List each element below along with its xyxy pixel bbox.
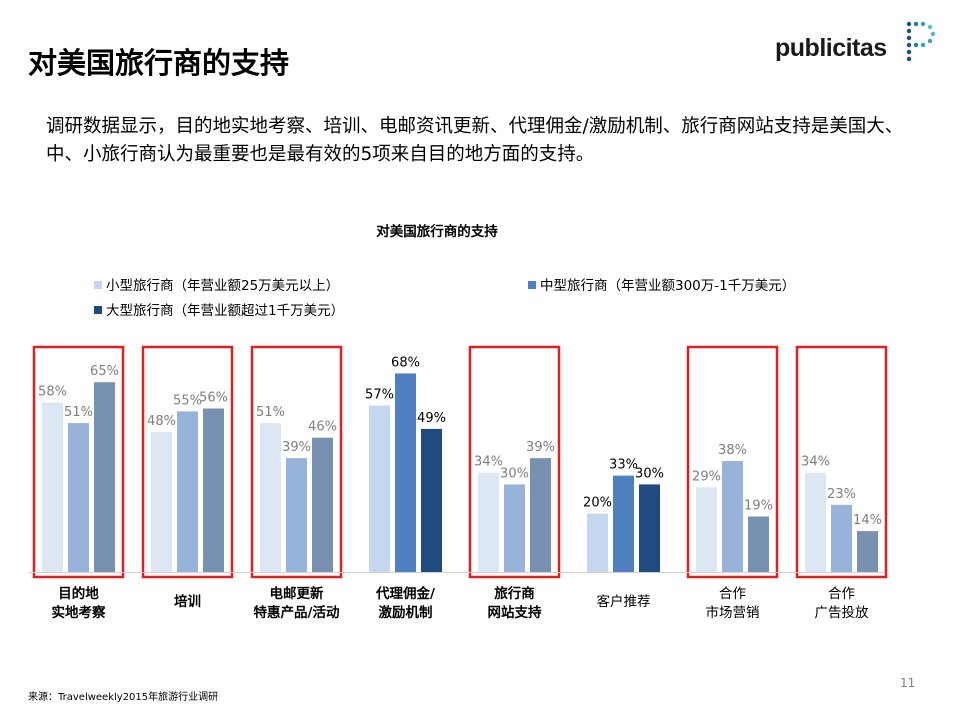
bar-3-1 — [260, 423, 281, 572]
legend-label-2: 中型旅行商（年营业额300万-1千万美元） — [540, 278, 795, 294]
bar-8-2 — [831, 504, 852, 572]
bar-7-2 — [722, 461, 743, 572]
data-label-3-2: 39% — [282, 440, 311, 455]
legend-swatch-2 — [528, 281, 536, 289]
data-label-7-1: 29% — [692, 469, 721, 484]
data-label-5-1: 34% — [474, 455, 503, 470]
legend-swatch-1 — [94, 281, 102, 289]
category-label-2: 培训 — [174, 593, 201, 610]
bar-2-3 — [203, 408, 224, 572]
publicitas-logo: publicitas — [775, 21, 940, 70]
data-label-4-3: 49% — [417, 411, 446, 426]
page-number: 11 — [900, 676, 916, 690]
category-label-4: 代理佣金/激励机制 — [375, 585, 435, 621]
chart-title: 对美国旅行商的支持 — [376, 223, 498, 240]
bar-6-3 — [639, 484, 660, 572]
data-label-7-3: 19% — [744, 499, 773, 514]
data-label-5-3: 39% — [526, 440, 555, 455]
data-label-8-1: 34% — [801, 455, 830, 470]
logo-text: publicitas — [775, 34, 887, 62]
legend-label-3: 大型旅行商（年营业额超过1千万美元） — [106, 303, 344, 319]
data-label-1-1: 58% — [38, 385, 67, 400]
bar-5-2 — [504, 484, 525, 572]
bar-4-2 — [395, 373, 416, 572]
data-label-2-2: 55% — [173, 393, 202, 408]
source-note: 来源：Travelweekly2015年旅游行业调研 — [28, 692, 219, 703]
category-label-7: 合作市场营销 — [706, 586, 760, 621]
bar-1-2 — [68, 423, 89, 572]
highlight-box-1 — [32, 345, 125, 579]
category-label-8: 合作广告投放 — [815, 586, 869, 621]
highlight-box-2 — [141, 345, 234, 579]
logo-dots-icon — [906, 21, 936, 62]
bar-5-3 — [530, 458, 551, 572]
highlight-box-8 — [795, 345, 888, 579]
bar-4-1 — [369, 405, 390, 572]
bar-1-3 — [94, 382, 115, 572]
bar-4-3 — [421, 428, 442, 572]
legend-swatch-3 — [94, 306, 102, 314]
highlight-box-7 — [686, 345, 779, 579]
data-label-2-1: 48% — [147, 414, 176, 429]
bar-2-1 — [151, 431, 172, 572]
data-label-5-2: 30% — [500, 466, 529, 481]
category-label-1: 目的地实地考察 — [52, 585, 106, 621]
intro-paragraph: 调研数据显示，目的地实地考察、培训、电邮资讯更新、代理佣金/激励机制、旅行商网站… — [46, 116, 904, 165]
page-title: 对美国旅行商的支持 — [28, 46, 290, 80]
data-label-4-1: 57% — [365, 388, 394, 403]
data-label-2-3: 56% — [199, 390, 228, 405]
highlight-box-5 — [468, 345, 561, 579]
data-label-1-2: 51% — [64, 405, 93, 420]
highlight-box-3 — [250, 345, 343, 579]
category-label-6: 客户推荐 — [597, 593, 651, 610]
category-label-5: 旅行商网站支持 — [488, 585, 542, 621]
data-label-8-2: 23% — [827, 487, 856, 502]
bar-6-2 — [613, 475, 634, 572]
data-label-3-1: 51% — [256, 405, 285, 420]
data-label-4-2: 68% — [391, 355, 420, 370]
data-label-8-3: 14% — [853, 513, 882, 528]
bar-8-3 — [857, 531, 878, 572]
data-label-6-1: 20% — [583, 496, 612, 511]
bar-7-3 — [748, 516, 769, 572]
data-label-3-3: 46% — [308, 420, 337, 435]
data-label-6-2: 33% — [609, 458, 638, 473]
bar-3-3 — [312, 437, 333, 572]
bar-3-2 — [286, 458, 307, 572]
bar-2-2 — [177, 411, 198, 572]
bar-6-1 — [587, 513, 608, 572]
data-label-1-3: 65% — [90, 364, 119, 379]
data-label-6-3: 30% — [635, 466, 664, 481]
bar-1-1 — [42, 402, 63, 572]
bar-8-1 — [805, 472, 826, 572]
bar-7-1 — [696, 487, 717, 572]
category-label-3: 电邮更新特惠产品/活动 — [254, 585, 340, 621]
bar-5-1 — [478, 472, 499, 572]
data-label-7-2: 38% — [718, 443, 747, 458]
legend-label-1: 小型旅行商（年营业额25万美元以上） — [106, 278, 339, 294]
